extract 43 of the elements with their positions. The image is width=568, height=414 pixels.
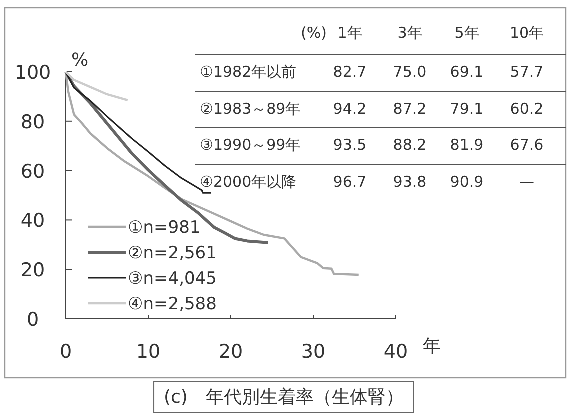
text: 69.1 xyxy=(450,63,484,81)
annotation: 82.7 xyxy=(333,63,367,81)
text: 1年 xyxy=(338,24,362,42)
text: 67.6 xyxy=(510,136,544,154)
text: 79.1 xyxy=(450,100,484,118)
x-tick-label: 40 xyxy=(384,341,408,363)
text: (%) xyxy=(301,24,327,42)
annotation: 87.2 xyxy=(393,100,427,118)
text: 10年 xyxy=(510,24,544,42)
legend-label: ②n=2,561 xyxy=(128,244,217,264)
text: 90.9 xyxy=(450,173,484,191)
legend-label: ④n=2,588 xyxy=(128,294,217,314)
y-tick-label: 100 xyxy=(14,62,52,84)
annotation: ①1982年以前 xyxy=(200,63,297,81)
annotation: ③1990～99年 xyxy=(200,136,301,154)
text: 57.7 xyxy=(510,63,544,81)
x-tick-label: 20 xyxy=(218,341,244,363)
y-tick-label: 40 xyxy=(20,210,46,232)
annotation: 94.2 xyxy=(333,100,367,118)
x-tick-label: 0 xyxy=(60,341,72,363)
x-tick-label: 10 xyxy=(136,341,161,363)
annotation: 96.7 xyxy=(333,173,367,191)
y-axis-title: % xyxy=(71,50,89,71)
y-tick-label: 0 xyxy=(26,309,40,331)
annotation: ②1983～89年 xyxy=(200,100,301,118)
text: 3年 xyxy=(398,24,422,42)
legend-label: ③n=4,045 xyxy=(128,269,217,289)
text: 60.2 xyxy=(510,100,544,118)
annotation: 75.0 xyxy=(393,63,427,81)
x-axis-title: 年 xyxy=(423,336,441,357)
text: 5年 xyxy=(454,24,480,42)
text: — xyxy=(520,173,534,191)
x-tick-label: 30 xyxy=(301,341,326,363)
legend-label: ①n=981 xyxy=(128,218,201,238)
annotation: 88.2 xyxy=(393,136,427,154)
y-tick-label: 20 xyxy=(20,260,46,282)
annotation: 93.8 xyxy=(393,173,427,191)
text: (c) 年代別生着率（生体腎） xyxy=(164,387,404,408)
annotation: 93.5 xyxy=(333,136,367,154)
text: 81.9 xyxy=(450,136,484,154)
y-tick-label: 60 xyxy=(20,160,46,183)
annotation: ④2000年以降 xyxy=(200,173,297,191)
y-tick-label: 80 xyxy=(20,111,46,134)
